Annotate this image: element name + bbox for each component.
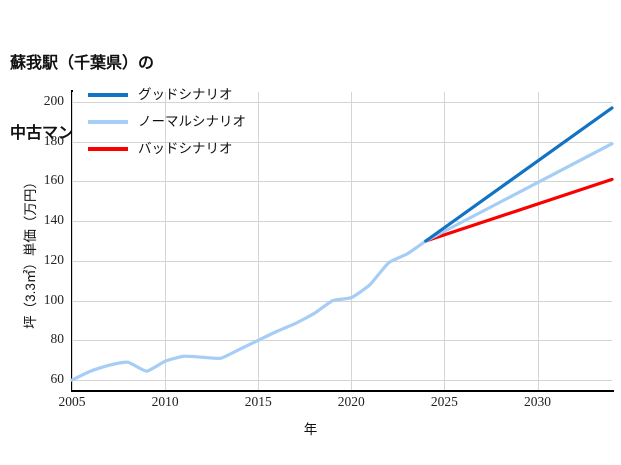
gridline-horizontal [72, 181, 612, 183]
gridline-horizontal [72, 300, 612, 302]
x-tick-label: 2010 [151, 394, 179, 409]
legend-color-swatch [88, 120, 128, 124]
gridline-vertical [72, 92, 73, 390]
x-tick-label: 2005 [58, 394, 86, 409]
x-tick-label: 2020 [337, 394, 365, 409]
x-axis-line [71, 390, 614, 392]
gridline-horizontal [72, 260, 612, 262]
y-axis-title: 坪（3.3㎡）単価（万円） [23, 175, 38, 329]
gridline-vertical [165, 92, 167, 390]
series-line-normal [424, 142, 614, 243]
series-line-good [424, 106, 614, 243]
legend-color-swatch [88, 93, 128, 97]
gridline-horizontal [72, 380, 612, 382]
gridline-horizontal [72, 340, 612, 342]
x-tick-label: 2025 [430, 394, 458, 409]
gridline-horizontal [72, 101, 612, 103]
gridline-horizontal [72, 221, 612, 223]
legend-label: グッドシナリオ [138, 87, 233, 103]
gridline-vertical [444, 92, 446, 390]
x-axis-title: 年 [303, 422, 318, 437]
title-line-1: 蘇我駅（千葉県）の [10, 55, 155, 73]
gridline-vertical [351, 92, 353, 390]
gridline-vertical [537, 92, 539, 390]
series-lines [70, 106, 614, 382]
series-line-history [70, 239, 428, 382]
x-tick-label: 2015 [244, 394, 272, 409]
legend-good-scenario[interactable]: グッドシナリオ [88, 88, 246, 102]
gridline-horizontal [72, 141, 612, 143]
x-tick-label: 2030 [524, 394, 551, 409]
legend-label: ノーマルシナリオ [138, 114, 246, 130]
y-tick-label: 60 [50, 371, 65, 387]
legend-normal-scenario[interactable]: ノーマルシナリオ [88, 115, 246, 129]
chart-legend: グッドシナリオ ノーマルシナリオ バッドシナリオ [88, 88, 246, 156]
legend-label: バッドシナリオ [138, 141, 233, 157]
plot-area [70, 92, 614, 390]
series-line-bad [424, 177, 614, 243]
legend-color-swatch [88, 147, 128, 151]
gridline-vertical [258, 92, 260, 390]
legend-bad-scenario[interactable]: バッドシナリオ [88, 142, 246, 156]
